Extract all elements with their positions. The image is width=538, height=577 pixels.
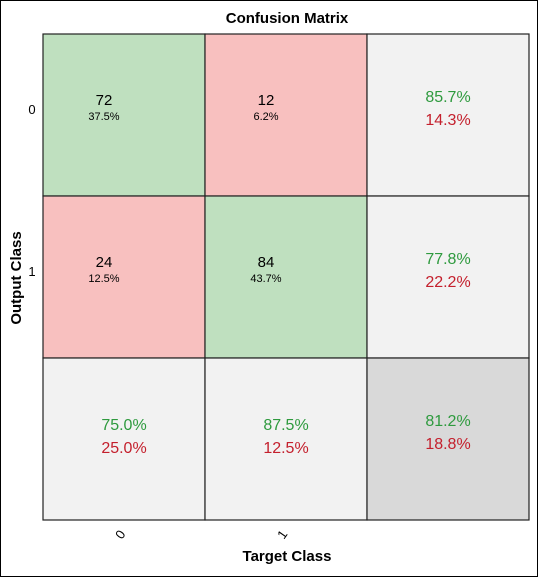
- cell-count-0-0: 72: [96, 92, 113, 109]
- row-summary-correct-0: 85.7%: [425, 89, 470, 106]
- x-tick-label-0: 0: [112, 527, 128, 542]
- matrix-cell-1-0: [42, 195, 206, 359]
- y-tick-label-1: 1: [28, 264, 35, 279]
- row-summary-incorrect-0: 14.3%: [425, 112, 470, 129]
- overall-incorrect: 18.8%: [425, 436, 470, 453]
- matrix-cell-0-1: [204, 33, 368, 197]
- x-tick-label-1: 1: [274, 527, 290, 542]
- column-summary-correct-1: 87.5%: [263, 417, 308, 434]
- column-summary-cell-1: [204, 357, 368, 521]
- cell-percent-1-1: 43.7%: [250, 273, 281, 285]
- y-axis-label: Output Class: [8, 231, 25, 324]
- matrix-cell-0-0: [42, 33, 206, 197]
- cell-count-1-0: 24: [96, 254, 113, 271]
- overall-correct: 81.2%: [425, 413, 470, 430]
- cell-percent-0-0: 37.5%: [88, 111, 119, 123]
- y-tick-label-0: 0: [28, 102, 35, 117]
- row-summary-incorrect-1: 22.2%: [425, 274, 470, 291]
- cell-percent-0-1: 6.2%: [253, 111, 278, 123]
- column-summary-correct-0: 75.0%: [101, 417, 146, 434]
- row-summary-cell-0: [366, 33, 530, 197]
- column-summary-incorrect-0: 25.0%: [101, 440, 146, 457]
- cell-percent-1-0: 12.5%: [88, 273, 119, 285]
- matrix-cell-1-1: [204, 195, 368, 359]
- row-summary-correct-1: 77.8%: [425, 251, 470, 268]
- column-summary-incorrect-1: 12.5%: [263, 440, 308, 457]
- overall-summary-cell: [366, 357, 530, 521]
- column-summary-cell-0: [42, 357, 206, 521]
- matrix-cells: 72 37.5% 12 6.2% 24 12.5% 84 43.7% 85.7% 14.3% 77.…: [28, 33, 530, 521]
- cell-count-1-1: 84: [258, 254, 275, 271]
- row-summary-cell-1: [366, 195, 530, 359]
- chart-title: Confusion Matrix: [226, 10, 349, 27]
- cell-count-0-1: 12: [258, 92, 275, 109]
- x-axis-label: Target Class: [243, 548, 332, 565]
